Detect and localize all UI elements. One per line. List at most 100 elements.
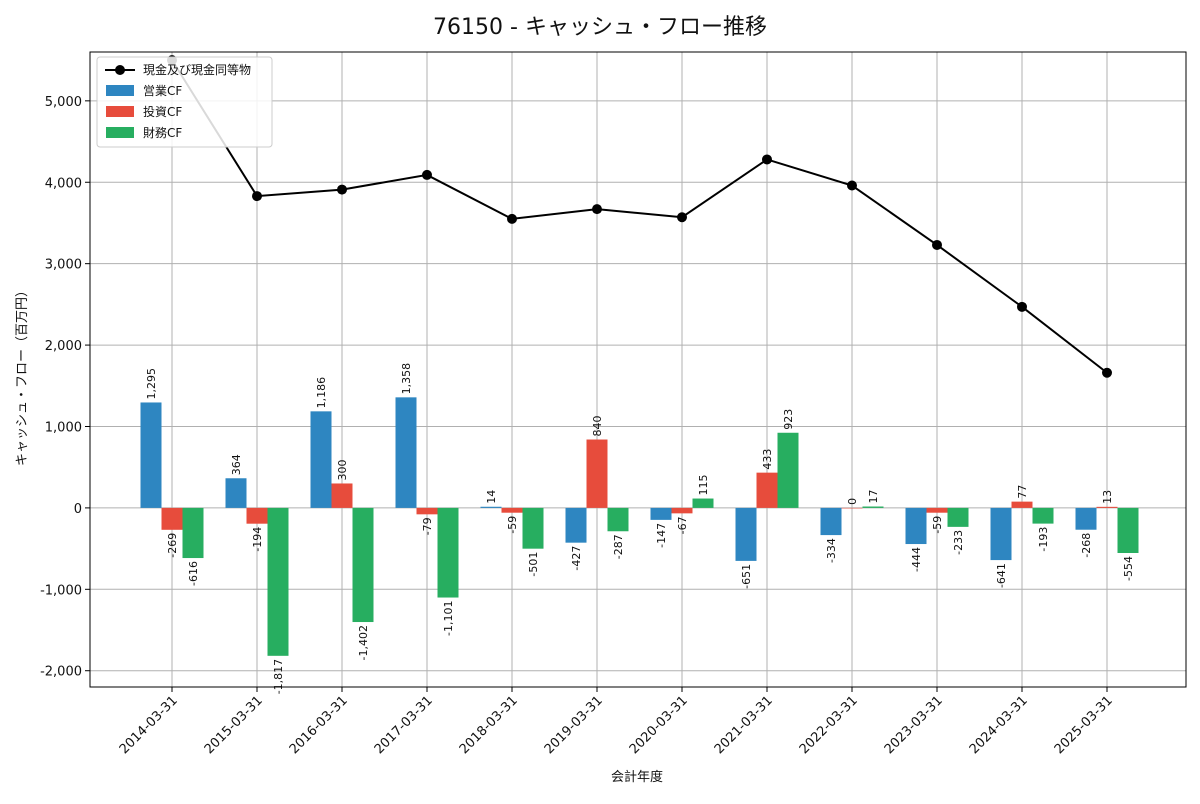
bar (310, 411, 332, 508)
y-tick-label: 5,000 (45, 95, 82, 110)
bar (331, 483, 353, 508)
bar-value-label: 364 (230, 454, 243, 475)
bar (1011, 501, 1033, 508)
bar (161, 507, 183, 530)
bar (182, 507, 204, 559)
cash-point (847, 180, 857, 191)
bar (947, 507, 969, 527)
bar-value-label: -616 (187, 561, 200, 586)
bar-value-label: -641 (995, 563, 1008, 588)
bar (480, 506, 502, 508)
bars-layer (140, 397, 1139, 656)
bar-value-label: -1,402 (357, 625, 370, 660)
bar-value-label: 1,295 (145, 368, 158, 400)
bar (820, 507, 842, 536)
bar (777, 432, 799, 508)
bar (416, 507, 438, 515)
bar-value-label: 115 (697, 475, 710, 496)
bar (735, 507, 757, 561)
cash-point (337, 184, 347, 195)
bar (267, 507, 289, 656)
legend-label: 営業CF (143, 84, 182, 98)
bar (1032, 507, 1054, 524)
bar (905, 507, 927, 545)
cash-point (507, 213, 517, 224)
cash-point (592, 204, 602, 215)
legend-label: 財務CF (143, 125, 182, 140)
cash-point (677, 212, 687, 223)
y-tick-label: -1,000 (40, 583, 82, 598)
bar (565, 507, 587, 543)
y-tick-label: -2,000 (40, 665, 82, 680)
bar-value-label: -444 (910, 547, 923, 572)
chart-title: 76150 - キャッシュ・フロー推移 (433, 15, 767, 40)
cash-point (1017, 301, 1027, 312)
bar-value-label: -554 (1122, 556, 1135, 581)
cash-line (171, 59, 1108, 374)
bar-value-label: -334 (825, 538, 838, 563)
bar-value-label: 1,186 (315, 377, 328, 409)
legend-bar-swatch (106, 85, 134, 96)
cash-point (252, 191, 262, 202)
bar-value-label: -194 (251, 527, 264, 552)
bar (671, 507, 693, 514)
legend-label: 現金及び現金同等物 (143, 62, 251, 77)
bar (607, 507, 629, 532)
bar-value-label: -501 (527, 552, 540, 577)
plot-frame (89, 51, 1187, 688)
bar (352, 507, 374, 623)
bar-value-label: 1,358 (400, 363, 413, 395)
bar (650, 507, 672, 520)
y-tick-label: 0 (74, 502, 82, 517)
bar-value-label: 923 (782, 409, 795, 430)
bar-value-label: 77 (1016, 485, 1029, 499)
bar-value-label: -1,101 (442, 601, 455, 636)
bar (522, 507, 544, 549)
bar-value-label: -193 (1037, 527, 1050, 552)
bar-value-label: -269 (166, 533, 179, 558)
bar-value-label: -147 (655, 523, 668, 548)
bar-value-label: -59 (506, 516, 519, 534)
bar-value-label: -268 (1080, 533, 1093, 558)
bar-value-label: -427 (570, 546, 583, 571)
cash-point (422, 169, 432, 180)
bar (862, 506, 884, 508)
bar (756, 472, 778, 508)
bar (246, 507, 268, 524)
bar (1096, 506, 1118, 508)
bar (437, 507, 459, 598)
bar (926, 507, 948, 513)
y-tick-label: 3,000 (45, 258, 82, 273)
bar-value-label: -287 (612, 534, 625, 559)
bar-value-label: -79 (421, 517, 434, 535)
y-axis-title: キャッシュ・フロー（百万円） (15, 284, 30, 466)
legend-bar-swatch (106, 127, 134, 138)
bar (1075, 507, 1097, 530)
bar (692, 498, 714, 508)
legend-label: 投資CF (143, 104, 182, 119)
bar (140, 402, 162, 508)
bar-value-label: 13 (1101, 490, 1114, 504)
bar (395, 397, 417, 508)
bar (225, 478, 247, 508)
x-axis-title: 会計年度 (611, 769, 663, 785)
cash-point (932, 239, 942, 250)
bar-value-label: -67 (676, 516, 689, 534)
bar-value-label: 300 (336, 459, 349, 480)
bar-value-label: 17 (867, 490, 880, 504)
bar (990, 507, 1012, 561)
bar (501, 507, 523, 513)
legend-box (96, 56, 273, 148)
bar-labels-layer: 1,295 364 1,186 1,358 14 -427 -147 -651 -334 -444… (145, 363, 1135, 694)
bar-value-label: 0 (846, 498, 859, 505)
bar-value-label: 840 (591, 416, 604, 437)
y-tick-label: 2,000 (45, 339, 82, 354)
bar-value-label: -651 (740, 564, 753, 589)
y-tick-label: 1,000 (45, 420, 82, 435)
y-tick-label: 4,000 (45, 176, 82, 191)
bar-value-label: -233 (952, 530, 965, 555)
legend-marker (115, 65, 125, 75)
